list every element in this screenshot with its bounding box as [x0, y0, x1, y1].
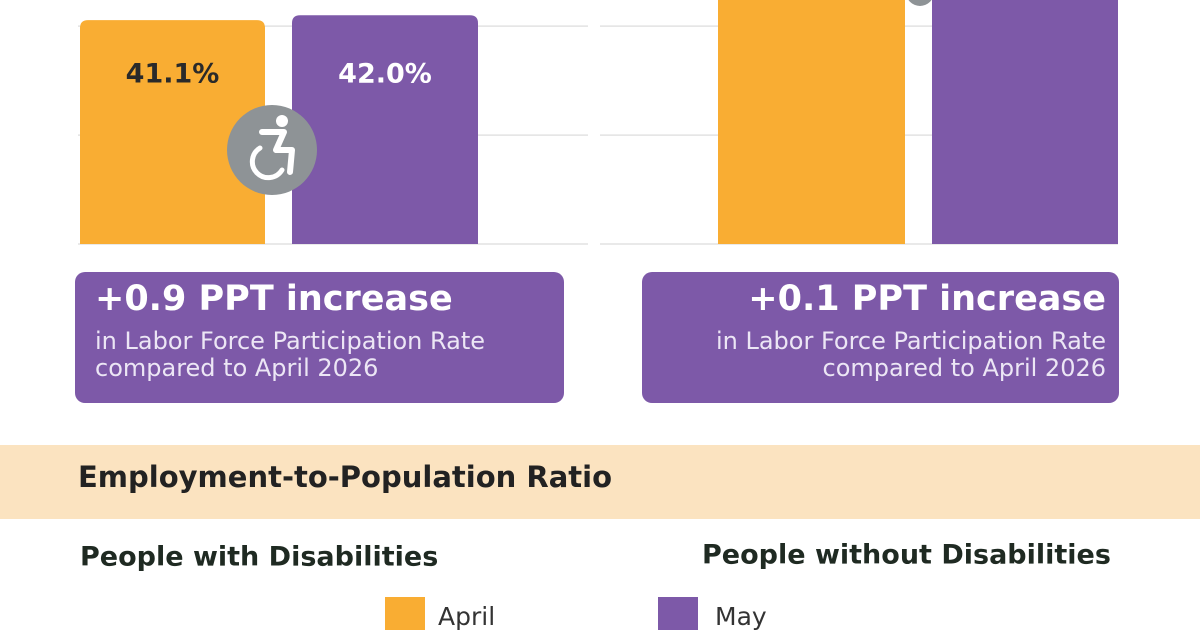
bar	[80, 20, 265, 245]
value-label: 42.0%	[338, 59, 432, 90]
section-subtitle: People with Disabilities	[80, 542, 438, 573]
legend-swatch	[385, 597, 425, 630]
legend-label: April	[438, 602, 495, 630]
value-label: 41.1%	[126, 59, 220, 90]
bar	[718, 0, 905, 244]
callout-text: compared to April 2026	[95, 354, 378, 382]
section-band	[0, 445, 1200, 519]
callout-text: in Labor Force Participation Rate	[95, 327, 485, 355]
legend-label: May	[715, 602, 767, 630]
bar	[932, 0, 1118, 244]
section-title: Employment-to-Population Ratio	[78, 460, 612, 494]
legend-swatch	[658, 597, 698, 630]
accessibility-icon	[227, 105, 317, 195]
charts: 41.1% 42.0%	[78, 0, 1118, 245]
section-subtitle: People without Disabilities	[702, 540, 1111, 571]
bar	[292, 15, 478, 244]
callout-box	[642, 272, 1119, 403]
callout-text: in Labor Force Participation Rate	[716, 327, 1106, 355]
callout-text: compared to April 2026	[823, 354, 1106, 382]
accessibility-icon	[908, 0, 932, 6]
callout-box	[75, 272, 564, 403]
callout-headline: +0.1 PPT increase	[748, 279, 1106, 319]
callout-headline: +0.9 PPT increase	[95, 279, 453, 319]
